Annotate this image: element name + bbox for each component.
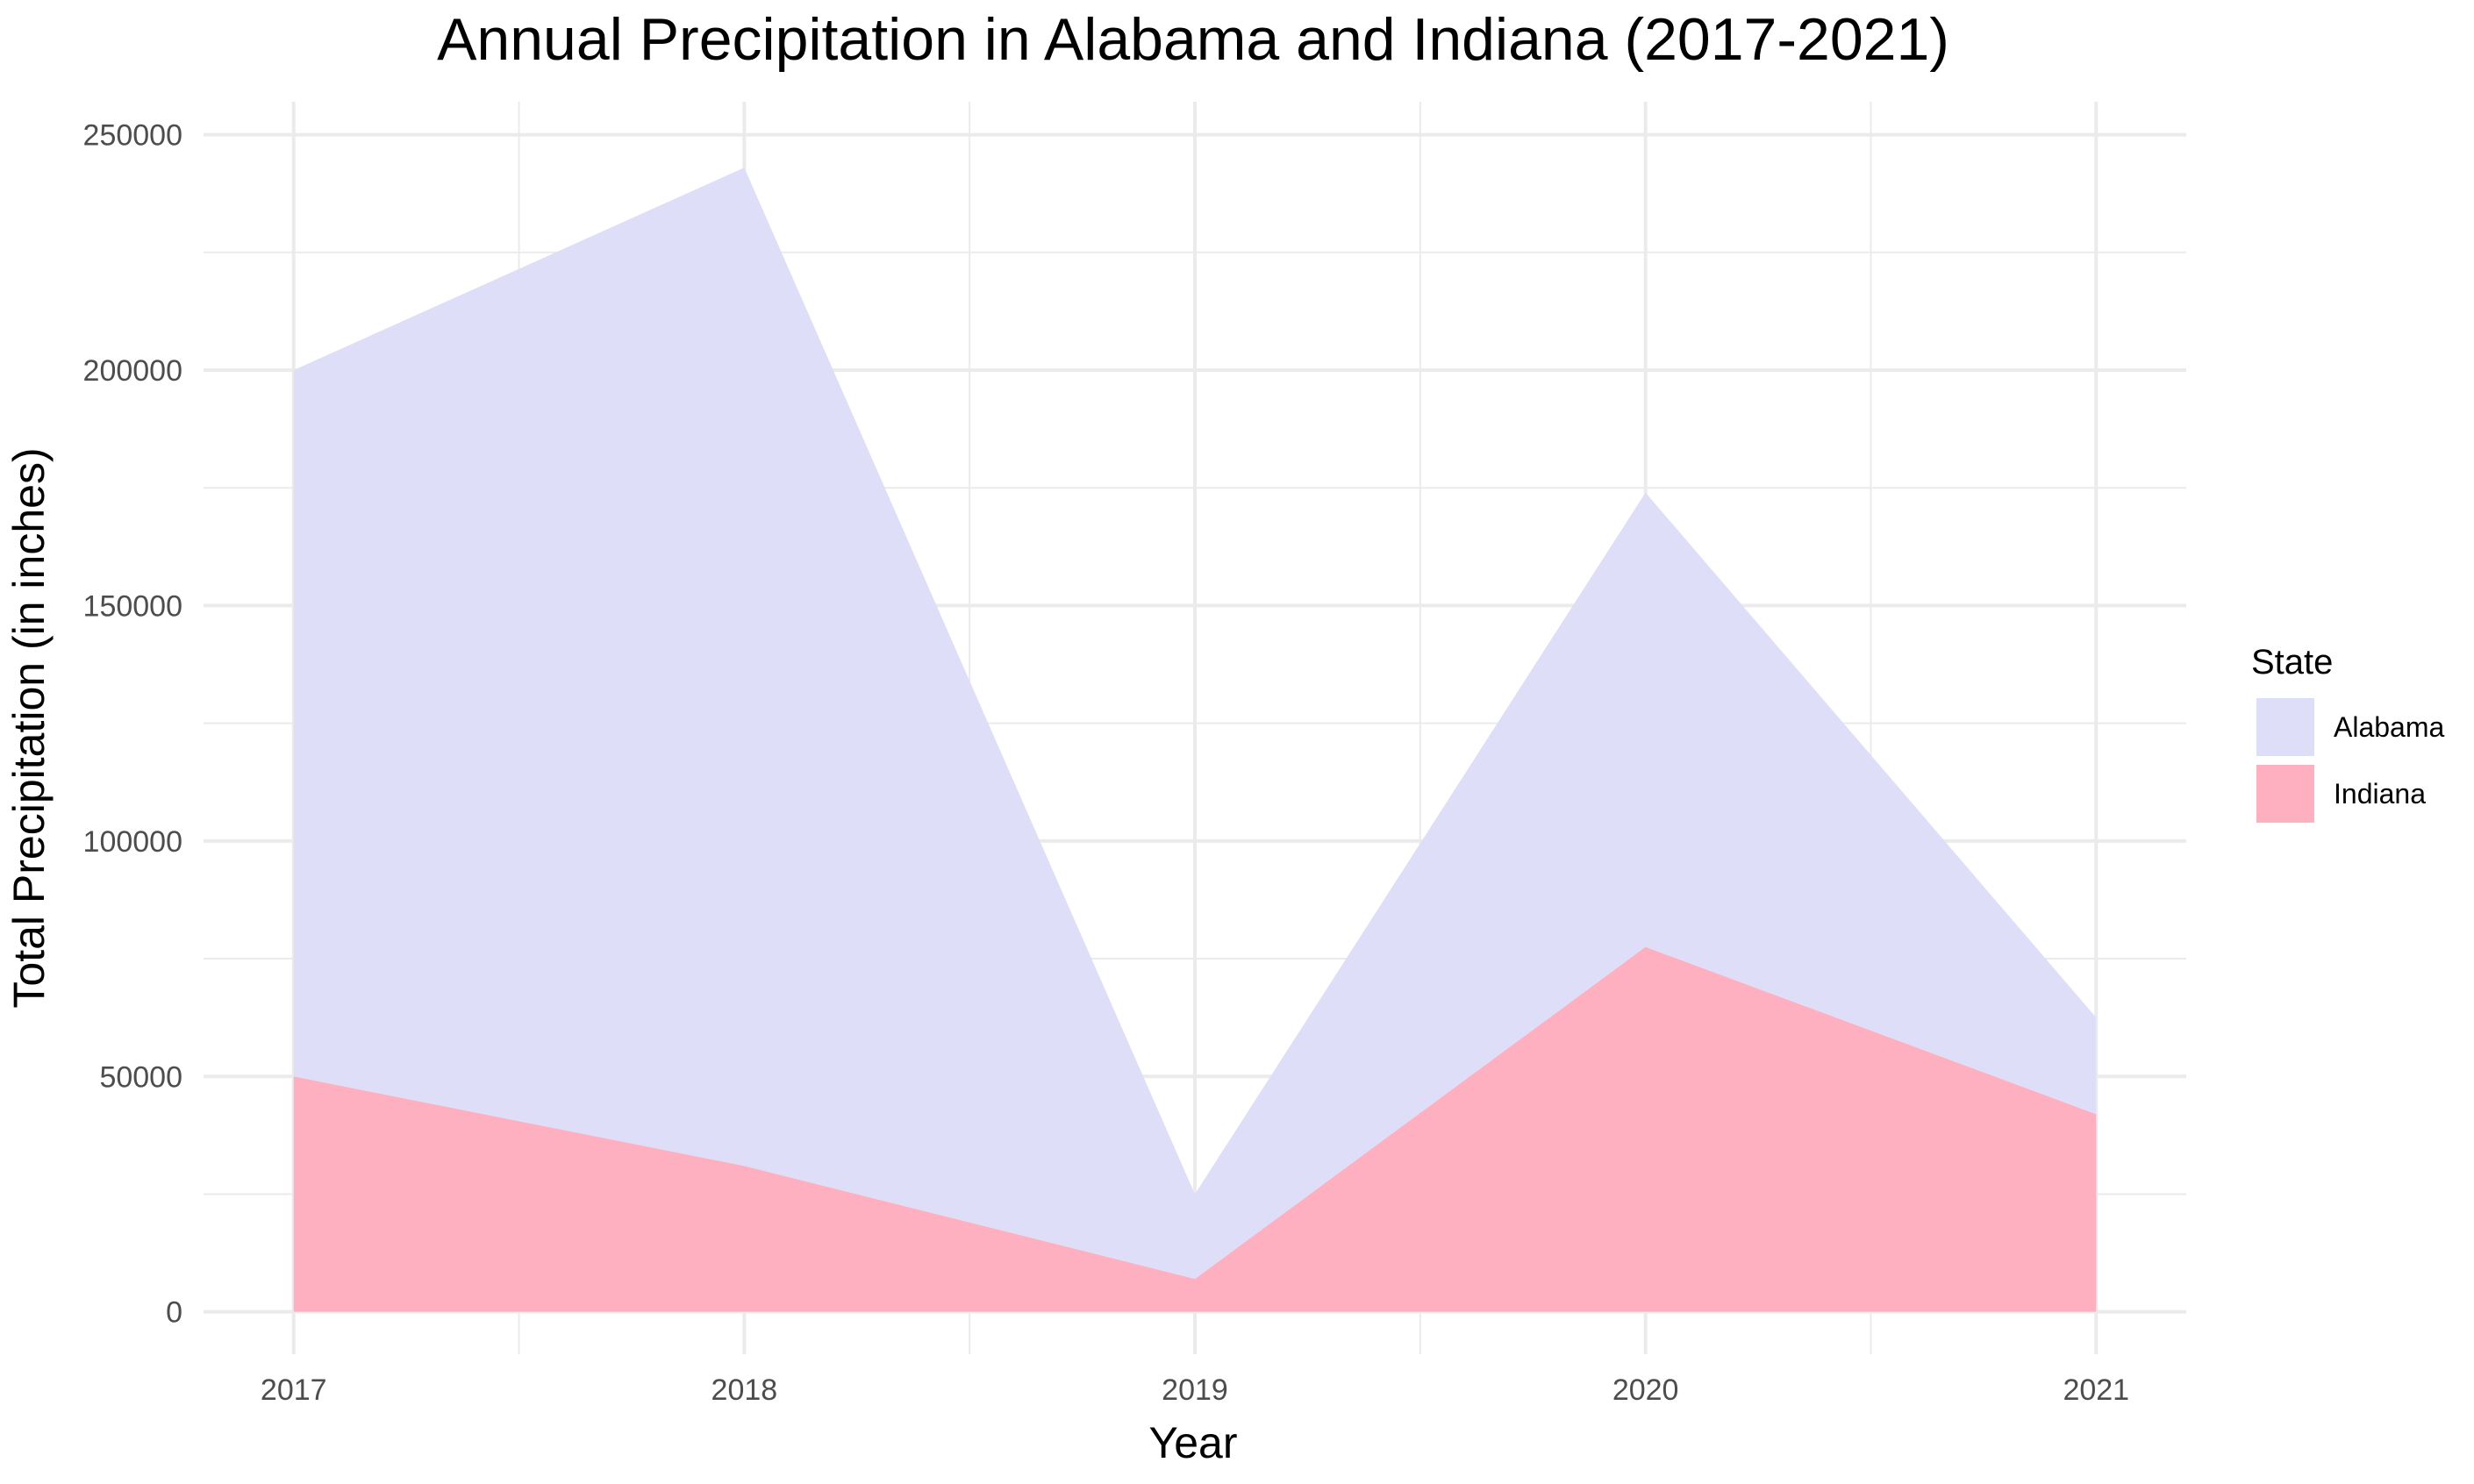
- legend-title: State: [2251, 643, 2333, 681]
- plot-areas: [293, 168, 2097, 1312]
- y-tick-label: 200000: [83, 354, 182, 388]
- legend-key-indiana: [2256, 765, 2314, 823]
- legend-key-alabama: [2256, 698, 2314, 756]
- x-tick-label: 2021: [2063, 1373, 2129, 1407]
- y-tick-label: 0: [166, 1296, 182, 1330]
- x-tick-label: 2017: [261, 1373, 327, 1407]
- y-axis-title: Total Precipitation (in inches): [4, 447, 54, 1008]
- y-axis-ticks: 0 50000 100000 150000 200000 250000: [83, 119, 182, 1330]
- y-tick-label: 100000: [83, 825, 182, 859]
- y-tick-label: 250000: [83, 119, 182, 153]
- chart-title: Annual Precipitation in Alabama and Indi…: [437, 6, 1949, 73]
- legend: State Alabama Indiana: [2251, 643, 2445, 823]
- legend-items: Alabama Indiana: [2256, 698, 2445, 823]
- x-axis-ticks: 2017 2018 2019 2020 2021: [261, 1373, 2129, 1407]
- x-tick-label: 2018: [711, 1373, 778, 1407]
- y-tick-label: 50000: [99, 1060, 182, 1094]
- area-indiana: [293, 946, 2097, 1312]
- x-axis-title: Year: [1148, 1418, 1237, 1467]
- x-tick-label: 2019: [1162, 1373, 1228, 1407]
- y-tick-label: 150000: [83, 589, 182, 623]
- legend-label-indiana: Indiana: [2334, 778, 2426, 810]
- x-tick-label: 2020: [1612, 1373, 1679, 1407]
- legend-label-alabama: Alabama: [2334, 711, 2445, 743]
- area-alabama: [293, 168, 2097, 1280]
